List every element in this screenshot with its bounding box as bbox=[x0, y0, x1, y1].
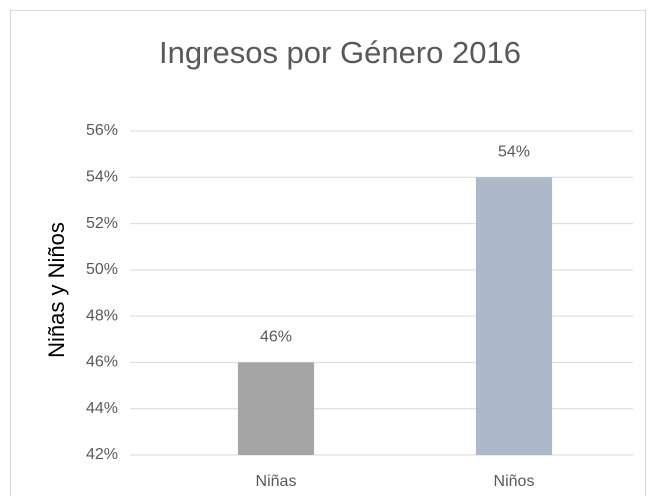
data-label: 54% bbox=[498, 144, 530, 161]
y-tick-label: 56% bbox=[86, 122, 118, 139]
y-tick-label: 48% bbox=[86, 307, 118, 324]
bar bbox=[475, 177, 553, 456]
y-tick-label: 42% bbox=[86, 446, 118, 463]
x-tick-label: Niñas bbox=[256, 473, 297, 490]
chart-title: Ingresos por Género 2016 bbox=[159, 35, 521, 70]
y-tick-label: 44% bbox=[86, 400, 118, 417]
y-tick-label: 50% bbox=[86, 261, 118, 278]
y-axis-label: Niñas y Niños bbox=[44, 222, 69, 358]
y-tick-label: 46% bbox=[86, 354, 118, 371]
data-label: 46% bbox=[260, 329, 292, 346]
y-tick-label: 54% bbox=[86, 169, 118, 186]
y-tick-label: 52% bbox=[86, 215, 118, 232]
x-tick-label: Niños bbox=[494, 473, 535, 490]
bar bbox=[237, 362, 315, 455]
